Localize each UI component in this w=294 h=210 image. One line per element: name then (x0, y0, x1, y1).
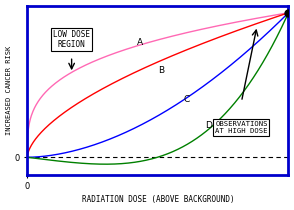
Text: OBSERVATIONS
AT HIGH DOSE: OBSERVATIONS AT HIGH DOSE (215, 121, 268, 134)
Text: LOW DOSE
REGION: LOW DOSE REGION (53, 30, 90, 49)
Text: B: B (158, 67, 164, 75)
Text: D: D (205, 121, 212, 130)
Y-axis label: INCREASED CANCER RISK: INCREASED CANCER RISK (6, 46, 11, 135)
Text: A: A (137, 38, 143, 47)
X-axis label: RADIATION DOSE (ABOVE BACKGROUND): RADIATION DOSE (ABOVE BACKGROUND) (81, 196, 234, 205)
Text: C: C (184, 95, 190, 104)
